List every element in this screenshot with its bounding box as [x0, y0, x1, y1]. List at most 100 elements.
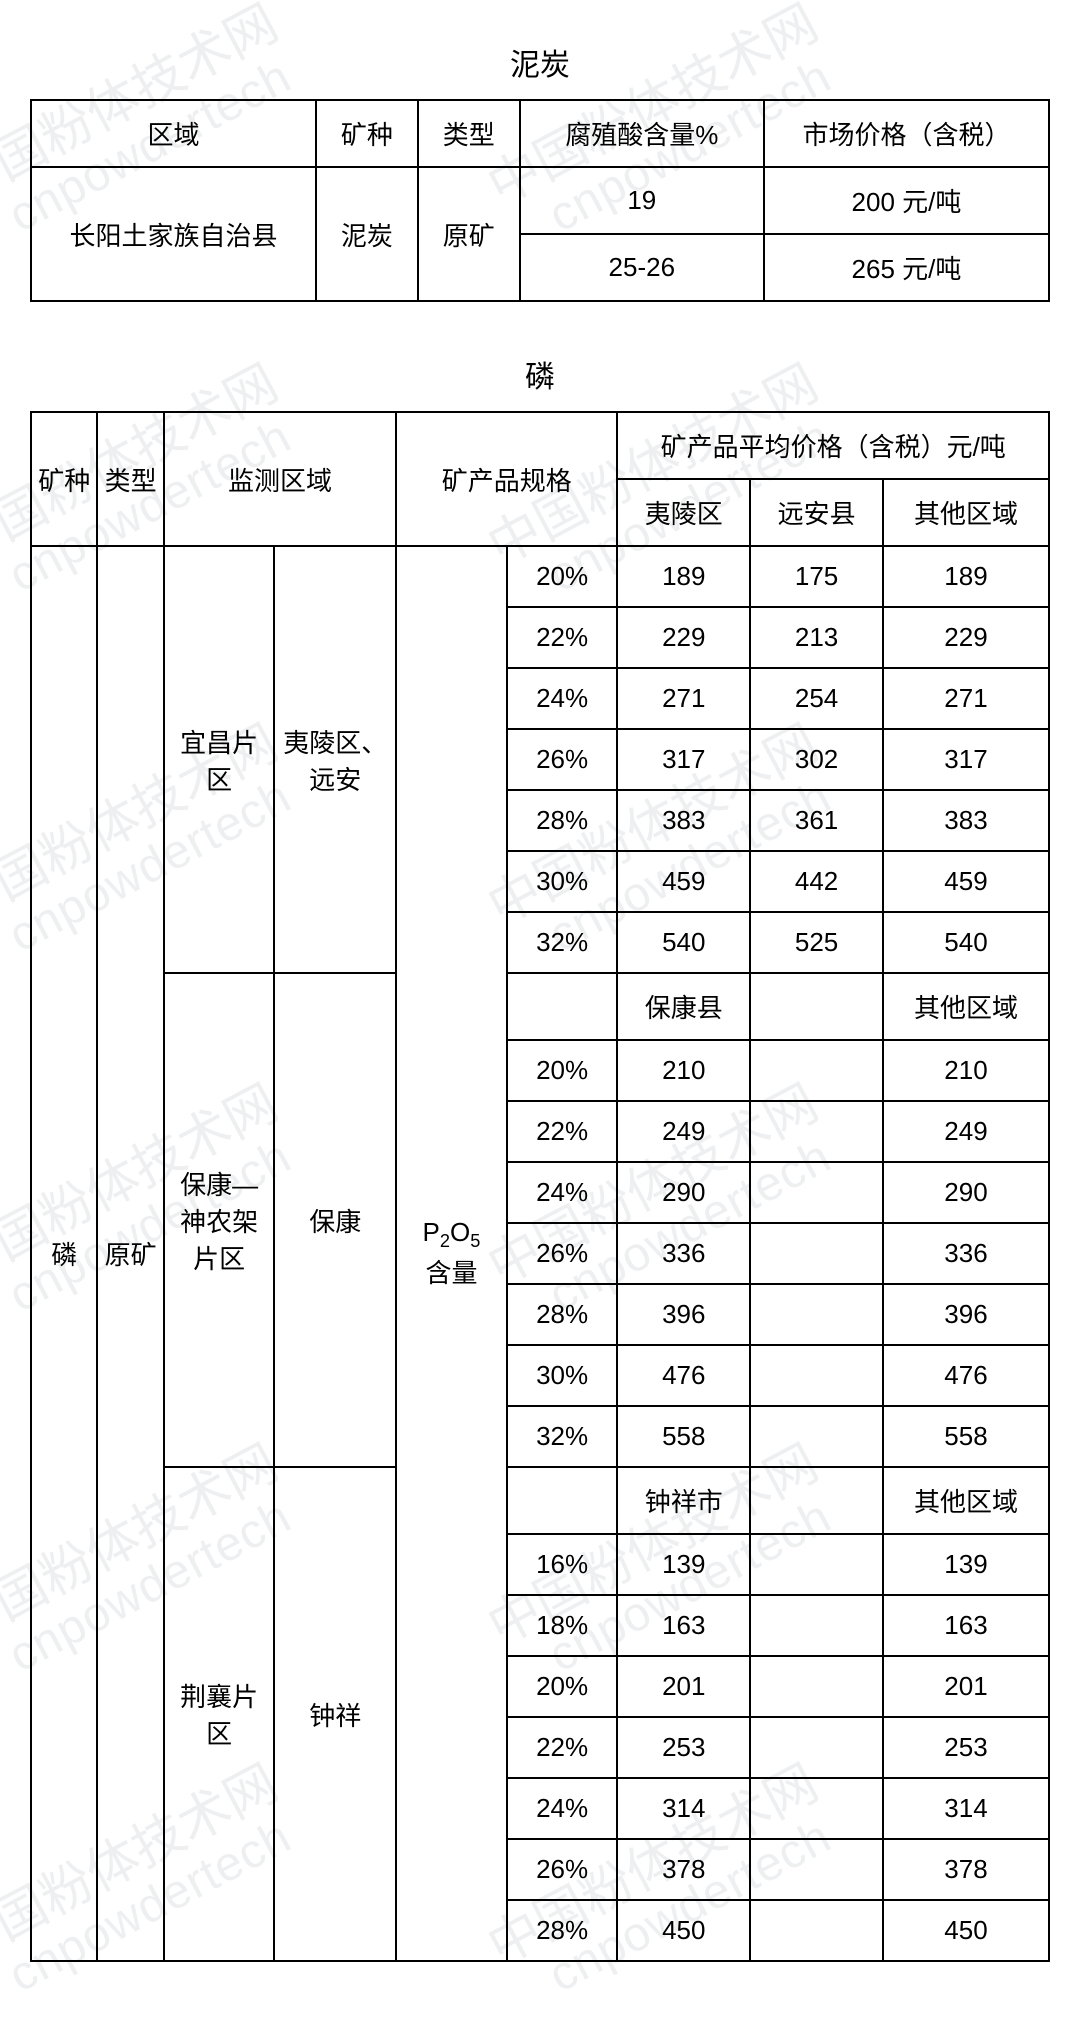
cell-subarea: 夷陵区、远安 [274, 546, 396, 973]
cell-v3: 336 [883, 1223, 1049, 1284]
cell-v2 [750, 1778, 883, 1839]
table-row: 矿种 类型 监测区域 矿产品规格 矿产品平均价格（含税）元/吨 [31, 412, 1049, 479]
col-humic: 腐殖酸含量% [520, 100, 764, 167]
cell-v1: 210 [617, 1040, 750, 1101]
cell-pct: 20% [507, 1656, 618, 1717]
cell-v2: 254 [750, 668, 883, 729]
table-row: 区域 矿种 类型 腐殖酸含量% 市场价格（含税） [31, 100, 1049, 167]
cell-v2 [750, 1284, 883, 1345]
cell-area: 保康—神农架片区 [164, 973, 275, 1467]
cell-pct [507, 973, 618, 1040]
cell-v1: 201 [617, 1656, 750, 1717]
cell-v1: 139 [617, 1534, 750, 1595]
cell-v1: 378 [617, 1839, 750, 1900]
col-avgprice: 矿产品平均价格（含税）元/吨 [617, 412, 1049, 479]
cell-v3: 558 [883, 1406, 1049, 1467]
cell-v2 [750, 1467, 883, 1534]
cell-v2 [750, 1345, 883, 1406]
cell-mineral: 泥炭 [316, 167, 418, 301]
cell-pct: 32% [507, 1406, 618, 1467]
cell-pct: 26% [507, 729, 618, 790]
cell-v1: 189 [617, 546, 750, 607]
cell-spec: P2O5含量 [396, 546, 507, 1961]
col-region: 区域 [31, 100, 316, 167]
cell-v2: 175 [750, 546, 883, 607]
cell-v3: 290 [883, 1162, 1049, 1223]
cell-pct: 20% [507, 546, 618, 607]
col-c1: 夷陵区 [617, 479, 750, 546]
cell-v3: 271 [883, 668, 1049, 729]
col-monitor: 监测区域 [164, 412, 396, 546]
cell-v3: 其他区域 [883, 1467, 1049, 1534]
cell-v2: 525 [750, 912, 883, 973]
cell-pct: 22% [507, 1717, 618, 1778]
cell-v3: 476 [883, 1345, 1049, 1406]
cell-v3: 201 [883, 1656, 1049, 1717]
col-type: 类型 [418, 100, 520, 167]
cell-v3: 314 [883, 1778, 1049, 1839]
cell-v2 [750, 1162, 883, 1223]
cell-v1: 253 [617, 1717, 750, 1778]
cell-pct: 28% [507, 1284, 618, 1345]
cell-pct: 28% [507, 790, 618, 851]
cell-v2 [750, 1223, 883, 1284]
col-c2: 远安县 [750, 479, 883, 546]
cell-v1: 保康县 [617, 973, 750, 1040]
cell-v3: 378 [883, 1839, 1049, 1900]
cell-v3: 249 [883, 1101, 1049, 1162]
cell-area: 荆襄片区 [164, 1467, 275, 1961]
cell-v2 [750, 1717, 883, 1778]
cell-v1: 271 [617, 668, 750, 729]
cell-region: 长阳土家族自治县 [31, 167, 316, 301]
col-spec: 矿产品规格 [396, 412, 617, 546]
cell-v1: 229 [617, 607, 750, 668]
table-row: 荆襄片区 钟祥 钟祥市 其他区域 [31, 1467, 1049, 1534]
cell-v1: 396 [617, 1284, 750, 1345]
table-row: 磷 原矿 宜昌片区 夷陵区、远安 P2O5含量 20% 189 175 189 [31, 546, 1049, 607]
cell-pct: 30% [507, 1345, 618, 1406]
col-type: 类型 [97, 412, 163, 546]
cell-v3: 其他区域 [883, 973, 1049, 1040]
cell-v1: 476 [617, 1345, 750, 1406]
table-row: 保康—神农架片区 保康 保康县 其他区域 [31, 973, 1049, 1040]
cell-v1: 336 [617, 1223, 750, 1284]
cell-v2: 302 [750, 729, 883, 790]
col-c3: 其他区域 [883, 479, 1049, 546]
cell-v2: 213 [750, 607, 883, 668]
cell-v3: 229 [883, 607, 1049, 668]
cell-humic: 19 [520, 167, 764, 234]
cell-v1: 383 [617, 790, 750, 851]
cell-pct: 16% [507, 1534, 618, 1595]
cell-pct: 24% [507, 1162, 618, 1223]
cell-v3: 540 [883, 912, 1049, 973]
col-price: 市场价格（含税） [764, 100, 1049, 167]
cell-v2 [750, 1534, 883, 1595]
cell-pct: 18% [507, 1595, 618, 1656]
cell-v2 [750, 1656, 883, 1717]
table-row: 长阳土家族自治县 泥炭 原矿 19 200 元/吨 [31, 167, 1049, 234]
cell-v2: 442 [750, 851, 883, 912]
col-mineral: 矿种 [316, 100, 418, 167]
cell-v3: 396 [883, 1284, 1049, 1345]
cell-v3: 317 [883, 729, 1049, 790]
cell-humic: 25-26 [520, 234, 764, 301]
cell-v1: 450 [617, 1900, 750, 1961]
cell-v1: 540 [617, 912, 750, 973]
cell-v2 [750, 1040, 883, 1101]
cell-pct [507, 1467, 618, 1534]
cell-v3: 163 [883, 1595, 1049, 1656]
cell-pct: 22% [507, 1101, 618, 1162]
table1-title: 泥炭 [30, 40, 1050, 84]
cell-type: 原矿 [418, 167, 520, 301]
cell-v1: 163 [617, 1595, 750, 1656]
cell-v1: 249 [617, 1101, 750, 1162]
cell-v3: 139 [883, 1534, 1049, 1595]
cell-pct: 24% [507, 668, 618, 729]
cell-pct: 26% [507, 1839, 618, 1900]
peat-table: 区域 矿种 类型 腐殖酸含量% 市场价格（含税） 长阳土家族自治县 泥炭 原矿 … [30, 99, 1050, 302]
cell-v1: 314 [617, 1778, 750, 1839]
cell-pct: 30% [507, 851, 618, 912]
cell-price: 265 元/吨 [764, 234, 1049, 301]
cell-v3: 189 [883, 546, 1049, 607]
cell-v2 [750, 1406, 883, 1467]
